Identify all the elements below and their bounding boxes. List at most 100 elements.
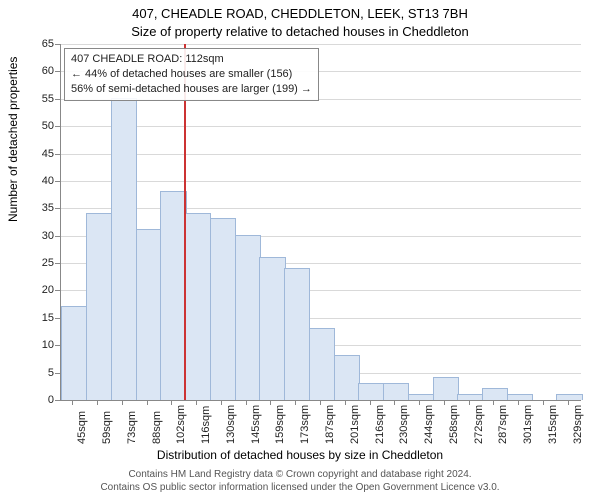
x-tick-mark [72,400,73,405]
x-tick-label: 244sqm [423,405,435,444]
annotation-line: 56% of semi-detached houses are larger (… [71,82,312,97]
x-tick-label: 102sqm [175,405,187,444]
x-tick-mark [345,400,346,405]
x-tick-label: 230sqm [398,405,410,444]
y-tick-label: 0 [24,394,54,406]
x-tick-label: 258sqm [448,405,460,444]
x-tick-mark [196,400,197,405]
y-tick-label: 5 [24,367,54,379]
x-tick-mark [221,400,222,405]
y-tick-mark [55,318,60,319]
x-tick-label: 201sqm [349,405,361,444]
y-tick-label: 55 [24,93,54,105]
x-tick-label: 45sqm [76,411,88,444]
y-tick-label: 20 [24,284,54,296]
x-tick-label: 59sqm [101,411,113,444]
histogram-bar [136,229,162,400]
chart-title-line1: 407, CHEADLE ROAD, CHEDDLETON, LEEK, ST1… [0,6,600,21]
x-tick-mark [270,400,271,405]
x-tick-mark [171,400,172,405]
histogram-bar [61,306,87,400]
y-tick-label: 45 [24,148,54,160]
histogram-chart: 407, CHEADLE ROAD, CHEDDLETON, LEEK, ST1… [0,0,600,500]
histogram-bar [383,383,409,400]
y-tick-mark [55,71,60,72]
x-tick-mark [394,400,395,405]
histogram-bar [556,394,582,400]
x-tick-mark [469,400,470,405]
gridline-h [61,126,581,127]
x-tick-label: 272sqm [473,405,485,444]
x-tick-mark [568,400,569,405]
gridline-h [61,208,581,209]
y-tick-label: 50 [24,120,54,132]
histogram-bar [210,218,236,400]
y-tick-mark [55,126,60,127]
footer-line1: Contains HM Land Registry data © Crown c… [0,468,600,481]
y-tick-label: 10 [24,339,54,351]
y-tick-label: 35 [24,202,54,214]
y-tick-label: 15 [24,312,54,324]
x-tick-mark [246,400,247,405]
x-axis-label: Distribution of detached houses by size … [0,448,600,462]
histogram-bar [334,355,360,400]
x-tick-mark [295,400,296,405]
histogram-bar [433,377,459,400]
y-tick-label: 40 [24,175,54,187]
x-tick-label: 287sqm [497,405,509,444]
x-tick-mark [444,400,445,405]
x-tick-label: 301sqm [522,405,534,444]
y-tick-label: 65 [24,38,54,50]
gridline-h [61,154,581,155]
y-tick-mark [55,373,60,374]
y-tick-mark [55,345,60,346]
histogram-bar [111,98,137,400]
histogram-bar [284,268,310,400]
y-tick-label: 25 [24,257,54,269]
x-tick-label: 216sqm [374,405,386,444]
gridline-h [61,181,581,182]
x-tick-label: 88sqm [151,411,163,444]
histogram-bar [185,213,211,400]
annotation-box: 407 CHEADLE ROAD: 112sqm← 44% of detache… [64,48,319,101]
y-tick-mark [55,181,60,182]
x-tick-mark [320,400,321,405]
histogram-bar [86,213,112,400]
x-tick-label: 116sqm [200,406,212,444]
x-tick-label: 73sqm [126,411,138,444]
histogram-bar [309,328,335,400]
y-axis-label: Number of detached properties [6,57,20,222]
x-tick-mark [493,400,494,405]
y-tick-mark [55,154,60,155]
y-tick-label: 60 [24,65,54,77]
y-tick-mark [55,208,60,209]
chart-title-line2: Size of property relative to detached ho… [0,24,600,39]
y-tick-label: 30 [24,230,54,242]
x-tick-mark [419,400,420,405]
x-tick-label: 145sqm [250,405,262,444]
x-tick-label: 130sqm [225,405,237,444]
x-tick-label: 187sqm [324,405,336,444]
y-tick-mark [55,263,60,264]
histogram-bar [482,388,508,400]
footer-attribution: Contains HM Land Registry data © Crown c… [0,468,600,494]
x-tick-mark [543,400,544,405]
histogram-bar [259,257,285,400]
gridline-h [61,44,581,45]
x-tick-mark [122,400,123,405]
x-tick-label: 315sqm [547,405,559,444]
x-tick-label: 159sqm [274,405,286,444]
y-tick-mark [55,99,60,100]
annotation-line: 407 CHEADLE ROAD: 112sqm [71,52,312,67]
annotation-line: ← 44% of detached houses are smaller (15… [71,67,312,82]
y-tick-mark [55,236,60,237]
histogram-bar [235,235,261,400]
y-tick-mark [55,290,60,291]
x-tick-mark [147,400,148,405]
histogram-bar [457,394,483,400]
x-tick-mark [97,400,98,405]
histogram-bar [408,394,434,400]
x-tick-label: 329sqm [572,405,584,444]
x-tick-mark [370,400,371,405]
x-tick-mark [518,400,519,405]
